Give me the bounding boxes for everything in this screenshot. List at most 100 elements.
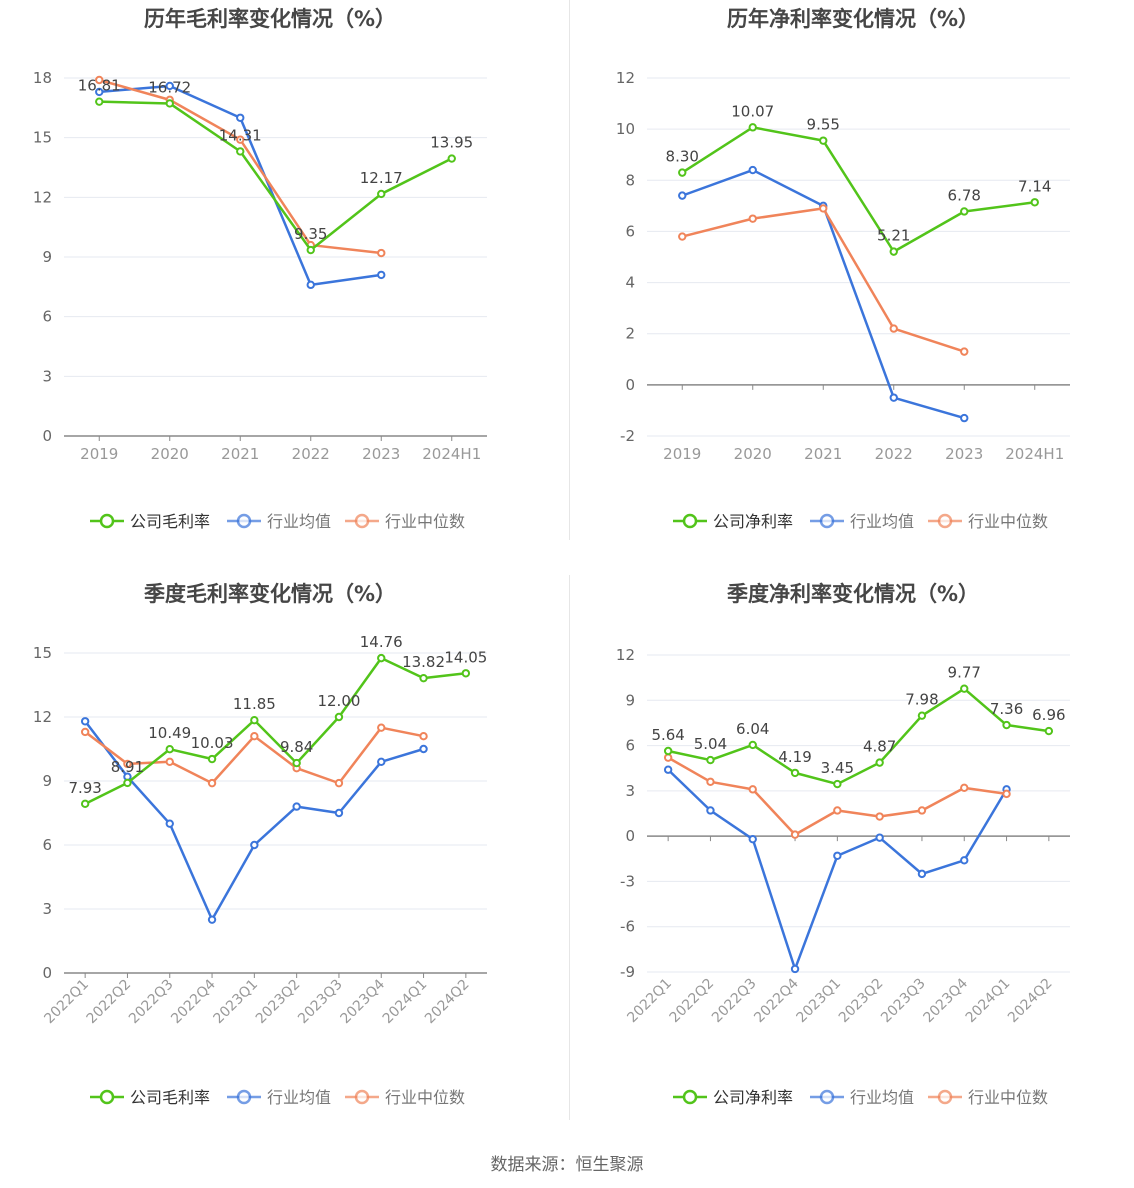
chart-panel-annual-gross: 历年毛利率变化情况（%） 0 3 6 9 12 15 18 2019 2020 2021 2022 20… [0,0,567,560]
legend-item-industry_avg[interactable]: 行业均值 [227,1088,331,1107]
x-tick-label: 2022Q4 [168,976,219,1027]
legend-swatch-marker [682,1089,698,1105]
x-tick-label: 2019 [80,445,118,463]
data-point-company [207,754,217,764]
y-tick-label: 12 [33,188,52,206]
legend-item-industry_avg[interactable]: 行业均值 [810,512,914,531]
x-tick-label: 2024H1 [422,445,481,463]
data-point-company [706,755,715,765]
x-tick-label: 2022Q4 [751,975,802,1026]
x-tick-label: 2023Q2 [253,977,304,1028]
data-point-company [833,779,842,789]
x-tick-label: 2024Q2 [422,977,473,1028]
data-point-company [889,247,898,256]
x-tick-label: 2024Q1 [963,976,1014,1027]
legend-label: 公司毛利率 [130,1088,210,1107]
data-point-industry_median [80,727,90,737]
data-point-company [790,768,800,778]
chart-panel-quarterly-net: 季度净利率变化情况（%） -9 -6 -3 0 3 6 9 12 2022Q1 2022Q2 2022… [583,575,1134,1135]
data-label: 12.00 [317,692,360,710]
data-point-industry_median [875,812,884,821]
data-label: 8.91 [111,758,144,776]
x-tick-label: 2022Q1 [41,977,92,1028]
legend-label: 行业均值 [267,512,331,531]
data-point-company [80,799,90,809]
chart-panel-annual-net: 历年净利率变化情况（%） -2 0 2 4 6 8 10 12 2019 2020 2021 2022 2… [583,0,1134,560]
data-point-industry_avg [207,915,217,924]
data-point-company [123,778,132,788]
x-tick-label: 2022Q1 [624,976,675,1027]
data-point-company [306,245,315,255]
x-tick-label: 2023Q4 [337,976,388,1027]
legend-swatch-marker [937,1089,953,1105]
x-tick-label: 2023Q1 [211,977,262,1028]
data-label: 7.93 [68,779,101,797]
y-tick-label: 4 [625,274,635,292]
y-tick-label: 8 [625,171,635,189]
x-tick-label: 2022Q3 [126,977,177,1028]
chart-panel-quarterly-gross: 季度毛利率变化情况（%） 0 3 6 9 12 15 2022Q1 2022Q2 2022Q3 20… [0,575,567,1135]
data-point-company [748,123,757,132]
data-point-industry_median [123,759,132,769]
y-tick-label: 9 [42,772,52,790]
data-point-industry_avg [334,808,344,818]
legend-item-company[interactable]: 公司毛利率 [90,1088,210,1107]
legend-swatch-marker [354,513,370,529]
chart-annual-net: 历年净利率变化情况（%） -2 0 2 4 6 8 10 12 2019 2020 2021 2022 2… [616,7,1070,531]
data-label: 9.84 [280,738,313,756]
x-tick-label: 2023 [945,445,983,463]
data-point-industry_median [790,830,800,839]
series-line-industry_avg [667,768,1008,971]
legend-item-company[interactable]: 公司净利率 [673,512,793,531]
x-tick-label: 2022Q3 [709,976,760,1027]
x-tick-label: 2023Q3 [295,977,346,1028]
legend-swatch-marker [937,513,953,529]
x-tick-label: 2024Q2 [1005,976,1056,1027]
data-point-company [377,189,386,199]
data-point-company [292,758,301,768]
legend-item-industry_median[interactable]: 行业中位数 [345,512,465,531]
data-point-industry_median [663,753,673,762]
data-point-company [1044,726,1054,736]
y-tick-label: -3 [620,872,635,890]
y-tick-label: 6 [42,836,52,854]
data-point-industry_avg [748,834,757,844]
legend-item-industry_median[interactable]: 行业中位数 [928,1088,1048,1107]
legend-item-industry_median[interactable]: 行业中位数 [345,1088,465,1107]
data-point-company [875,758,884,767]
data-point-company [960,207,969,216]
legend-label: 公司净利率 [713,1088,793,1107]
legend-swatch-marker [99,1089,115,1105]
chart-title: 季度净利率变化情况（%） [727,582,979,606]
data-label: 10.07 [731,102,774,120]
legend-swatch-marker [819,513,835,529]
data-point-company [334,712,344,722]
data-point-industry_median [377,248,386,258]
legend-item-industry_avg[interactable]: 行业均值 [227,512,331,531]
y-tick-label: 0 [625,376,635,394]
data-label: 10.03 [191,734,234,752]
y-tick-label: -6 [620,918,635,936]
legend-swatch-marker [819,1089,835,1105]
y-tick-label: 10 [616,120,635,138]
legend-item-industry_median[interactable]: 行业中位数 [928,512,1048,531]
chart-title: 季度毛利率变化情况（%） [144,582,396,606]
data-point-company [419,673,428,683]
legend-item-company[interactable]: 公司毛利率 [90,512,210,531]
y-tick-label: 0 [625,827,635,845]
data-point-industry_avg [706,806,715,815]
y-tick-label: 18 [33,69,52,87]
data-point-industry_avg [917,869,927,879]
data-label: 11.85 [233,695,276,713]
data-point-company [1002,720,1011,730]
data-label: 4.19 [778,748,811,766]
legend-item-company[interactable]: 公司净利率 [673,1088,793,1107]
y-tick-label: 9 [625,691,635,709]
data-point-industry_avg [960,856,969,865]
data-point-industry_avg [236,113,245,122]
legend-item-industry_avg[interactable]: 行业均值 [810,1088,914,1107]
data-point-industry_median [833,806,842,815]
data-label: 14.05 [444,648,487,666]
data-label: 5.21 [877,227,910,245]
y-tick-label: 3 [42,367,52,385]
